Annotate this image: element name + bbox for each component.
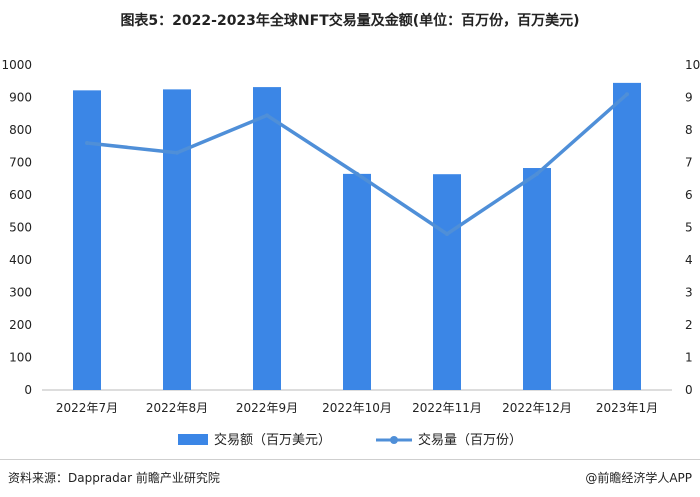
right-axis: 0 1 2 3 4 5 6 7 8 9 10 bbox=[685, 58, 700, 397]
left-tick-label: 0 bbox=[24, 383, 32, 397]
right-tick-label: 0 bbox=[685, 383, 693, 397]
line-point bbox=[355, 171, 359, 176]
line-point bbox=[175, 150, 179, 155]
left-tick-label: 700 bbox=[9, 156, 32, 170]
right-tick-label: 1 bbox=[685, 351, 693, 365]
right-tick-label: 5 bbox=[685, 221, 693, 235]
line-point bbox=[535, 171, 539, 176]
right-tick-label: 9 bbox=[685, 91, 693, 105]
line-point bbox=[445, 232, 449, 236]
right-tick-label: 4 bbox=[685, 253, 693, 267]
bar-series bbox=[73, 82, 641, 390]
legend-line-marker bbox=[390, 436, 398, 444]
category-label: 2022年7月 bbox=[56, 401, 118, 415]
category-label: 2022年10月 bbox=[322, 401, 392, 415]
category-label: 2022年9月 bbox=[236, 401, 298, 415]
left-tick-label: 800 bbox=[9, 123, 32, 137]
category-label: 2022年12月 bbox=[502, 401, 572, 415]
right-tick-label: 10 bbox=[685, 58, 700, 72]
legend: 交易额（百万美元） 交易量（百万份） bbox=[178, 432, 522, 448]
category-labels: 2022年7月 2022年8月 2022年9月 2022年10月 2022年11月 202… bbox=[56, 401, 658, 415]
left-tick-label: 500 bbox=[9, 221, 32, 235]
left-axis: 0 100 200 300 400 500 600 700 800 900 1000 bbox=[1, 58, 32, 397]
brand-note: @前瞻经济学人APP bbox=[585, 471, 692, 485]
category-label: 2023年1月 bbox=[596, 401, 658, 415]
left-tick-label: 1000 bbox=[1, 58, 32, 72]
footer-divider bbox=[0, 459, 700, 460]
bar bbox=[613, 82, 641, 390]
line-series bbox=[85, 92, 629, 236]
right-tick-label: 3 bbox=[685, 286, 693, 300]
right-tick-label: 2 bbox=[685, 318, 693, 332]
left-tick-label: 200 bbox=[9, 318, 32, 332]
left-tick-label: 100 bbox=[9, 351, 32, 365]
bar bbox=[73, 90, 101, 390]
bar bbox=[253, 87, 281, 390]
bar bbox=[163, 89, 191, 390]
left-tick-label: 600 bbox=[9, 188, 32, 202]
legend-line-label: 交易量（百万份） bbox=[418, 432, 522, 448]
right-tick-label: 7 bbox=[685, 156, 693, 170]
left-tick-label: 300 bbox=[9, 286, 32, 300]
legend-bar-label: 交易额（百万美元） bbox=[214, 432, 331, 448]
left-tick-label: 400 bbox=[9, 253, 32, 267]
line-point bbox=[265, 113, 269, 118]
category-label: 2022年8月 bbox=[146, 401, 208, 415]
source-note: 资料来源：Dappradar 前瞻产业研究院 bbox=[8, 471, 220, 485]
left-tick-label: 900 bbox=[9, 91, 32, 105]
right-tick-label: 6 bbox=[685, 188, 693, 202]
chart-title: 图表5：2022-2023年全球NFT交易量及金额(单位：百万份，百万美元) bbox=[120, 13, 580, 29]
category-label: 2022年11月 bbox=[412, 401, 482, 415]
line-point bbox=[85, 141, 89, 145]
legend-bar-swatch bbox=[178, 434, 208, 445]
bar bbox=[343, 173, 371, 390]
line-point bbox=[625, 92, 629, 97]
bar bbox=[523, 168, 551, 390]
right-tick-label: 8 bbox=[685, 123, 693, 137]
bar bbox=[433, 174, 461, 390]
